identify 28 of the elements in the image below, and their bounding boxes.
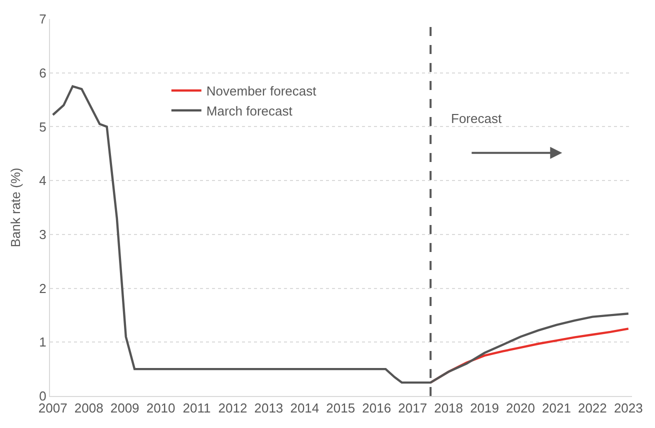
x-tick-label: 2017 [398, 400, 428, 416]
legend-label: March forecast [206, 103, 293, 118]
y-tick-label: 2 [39, 280, 46, 296]
y-tick-label: 4 [39, 173, 46, 188]
x-tick-label: 2015 [326, 400, 356, 416]
y-tick-label: 1 [39, 334, 46, 350]
x-tick-label: 2018 [434, 400, 464, 416]
y-axis-title: Bank rate (%) [8, 168, 24, 248]
y-tick-label: 5 [39, 119, 46, 134]
x-tick-label: 2020 [506, 400, 535, 416]
x-tick-label: 2010 [146, 400, 176, 416]
x-tick-label: 2008 [74, 400, 104, 416]
x-tick-label: 2021 [542, 400, 571, 416]
x-tick-label: 2009 [110, 400, 140, 416]
line-series [52, 85, 630, 384]
x-tick-label: 2022 [578, 400, 607, 416]
x-tick-label: 2012 [218, 400, 248, 416]
y-tick-label: 7 [39, 12, 46, 27]
x-tick-label: 2023 [614, 400, 643, 416]
y-tick-label: 3 [39, 226, 46, 242]
x-tick-label: 2013 [254, 400, 284, 416]
annotation: Forecast [451, 111, 502, 126]
x-tick-label: 2011 [182, 400, 211, 416]
x-tick-label: 2016 [362, 400, 392, 416]
x-tick-label: 2014 [290, 400, 320, 416]
y-tick-label: 6 [39, 65, 46, 80]
x-tick-label: 2019 [470, 400, 499, 416]
legend-label: November forecast [206, 84, 317, 99]
